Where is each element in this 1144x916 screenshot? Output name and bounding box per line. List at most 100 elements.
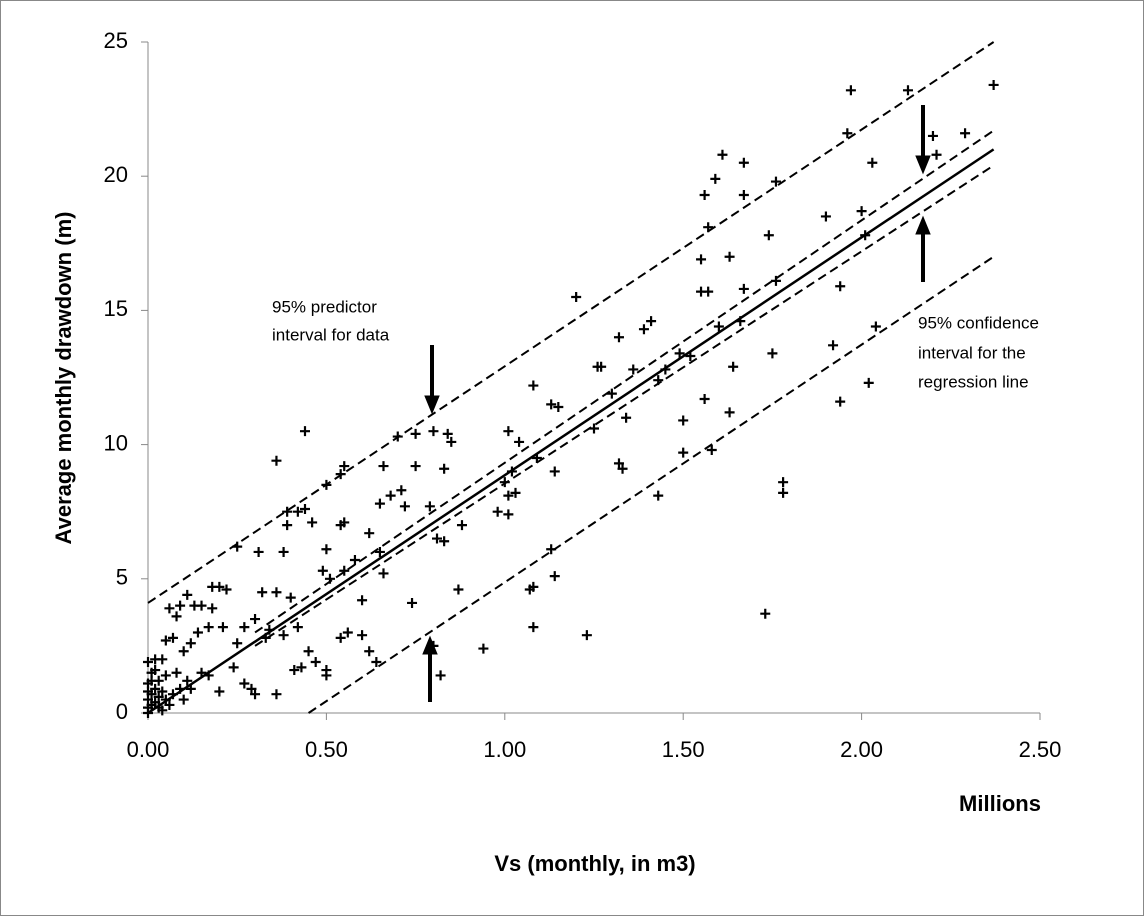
data-point — [164, 603, 175, 614]
data-point — [439, 463, 450, 474]
data-point — [378, 461, 389, 472]
data-point — [160, 635, 171, 646]
data-point — [178, 694, 189, 705]
data-point — [157, 686, 168, 697]
data-point — [310, 657, 321, 668]
data-point — [621, 412, 632, 423]
data-point — [699, 393, 710, 404]
data-point — [185, 638, 196, 649]
data-point — [396, 485, 407, 496]
data-point — [250, 614, 261, 625]
data-point — [296, 662, 307, 673]
x-tick-label: 2.00 — [840, 737, 883, 762]
data-point — [778, 477, 789, 488]
data-point — [203, 622, 214, 633]
data-point — [596, 361, 607, 372]
x-axis-title: Vs (monthly, in m3) — [494, 851, 695, 876]
data-point — [374, 546, 385, 557]
data-point — [317, 565, 328, 576]
data-point — [510, 487, 521, 498]
data-point — [835, 396, 846, 407]
data-point — [167, 632, 178, 643]
data-point — [282, 520, 293, 531]
data-point — [706, 444, 717, 455]
data-point — [678, 447, 689, 458]
data-point — [613, 332, 624, 343]
data-point — [364, 646, 375, 657]
data-point — [407, 597, 418, 608]
data-point — [150, 665, 161, 676]
data-point — [150, 697, 161, 708]
annotation-text: 95% predictor — [272, 297, 377, 316]
data-point — [638, 324, 649, 335]
data-point — [185, 683, 196, 694]
data-point — [696, 254, 707, 265]
data-point — [289, 665, 300, 676]
data-point — [710, 173, 721, 184]
data-point — [335, 469, 346, 480]
data-point — [175, 683, 186, 694]
data-point — [428, 426, 439, 437]
data-point — [674, 348, 685, 359]
data-point — [531, 453, 542, 464]
data-point — [207, 603, 218, 614]
data-point — [439, 536, 450, 547]
data-point — [717, 149, 728, 160]
y-axis-title: Average monthly drawdown (m) — [51, 212, 76, 545]
data-point — [867, 157, 878, 168]
data-point — [299, 504, 310, 515]
data-point — [927, 130, 938, 141]
data-point — [253, 546, 264, 557]
data-point — [196, 667, 207, 678]
data-point — [239, 622, 250, 633]
data-point — [503, 490, 514, 501]
plot-area: 0 5 10 15 20 25 0.00 0.50 1.00 1.50 2.00 2.50 — [104, 28, 1062, 762]
data-point — [653, 375, 664, 386]
data-point — [820, 211, 831, 222]
data-point — [828, 340, 839, 351]
data-point — [478, 643, 489, 654]
data-point — [617, 463, 628, 474]
data-point — [321, 544, 332, 555]
data-point — [260, 632, 271, 643]
arrow-head — [422, 635, 438, 655]
data-point — [207, 581, 218, 592]
data-point — [678, 415, 689, 426]
data-point — [232, 638, 243, 649]
data-point — [581, 630, 592, 641]
arrows — [422, 105, 931, 702]
data-point — [271, 455, 282, 466]
y-tick-label: 10 — [104, 430, 128, 455]
data-point — [182, 589, 193, 600]
data-point — [378, 568, 389, 579]
x-tick-label: 1.50 — [662, 737, 705, 762]
data-point — [931, 149, 942, 160]
data-point — [257, 587, 268, 598]
data-point — [143, 708, 153, 718]
data-point — [292, 506, 303, 517]
data-point — [646, 316, 657, 327]
data-point — [303, 646, 314, 657]
data-point — [528, 380, 539, 391]
annotation-text: 95% confidence — [918, 313, 1039, 332]
data-point — [228, 662, 239, 673]
data-point — [192, 627, 203, 638]
x-tick-label: 0.50 — [305, 737, 348, 762]
data-point — [442, 428, 453, 439]
data-point — [271, 587, 282, 598]
data-point — [860, 230, 871, 241]
data-point — [738, 283, 749, 294]
annotation-text: interval for the — [918, 343, 1026, 362]
data-point — [150, 683, 161, 694]
data-point — [171, 611, 182, 622]
y-tick-label: 15 — [104, 296, 128, 321]
y-tick-label: 5 — [116, 565, 128, 590]
data-point — [321, 479, 332, 490]
data-point — [146, 675, 157, 686]
data-point — [960, 128, 971, 139]
data-point — [357, 630, 368, 641]
data-point — [699, 189, 710, 200]
data-point — [167, 689, 178, 700]
